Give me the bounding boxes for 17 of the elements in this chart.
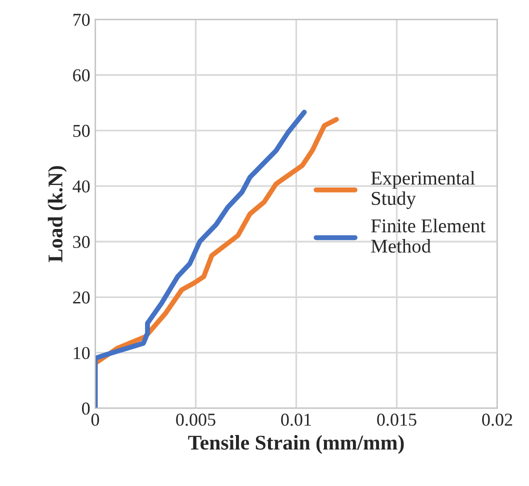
x-tick-label: 0.02 [482,414,512,426]
x-tick-label: 0 [91,414,100,426]
y-tick-label: 10 [74,346,90,360]
x-tick-label: 0.005 [176,414,216,426]
y-tick-label: 70 [73,14,90,26]
legend-label: Finite Element Method [371,218,486,253]
y-tick-label: 40 [72,180,90,193]
y-tick-label: 0 [82,402,90,415]
y-axis-title: Load (k.N) [48,166,67,262]
y-tick-label: 30 [73,236,90,248]
y-tick-label: 60 [73,69,90,82]
x-tick-label: 0.01 [281,414,311,426]
legend-label: Experimental Study [371,170,475,210]
y-tick-label: 20 [73,291,90,304]
x-tick-label: 0.015 [377,414,416,426]
y-tick-label: 50 [73,124,90,137]
x-axis-title: Tensile Strain (mm/mm) [188,435,404,454]
